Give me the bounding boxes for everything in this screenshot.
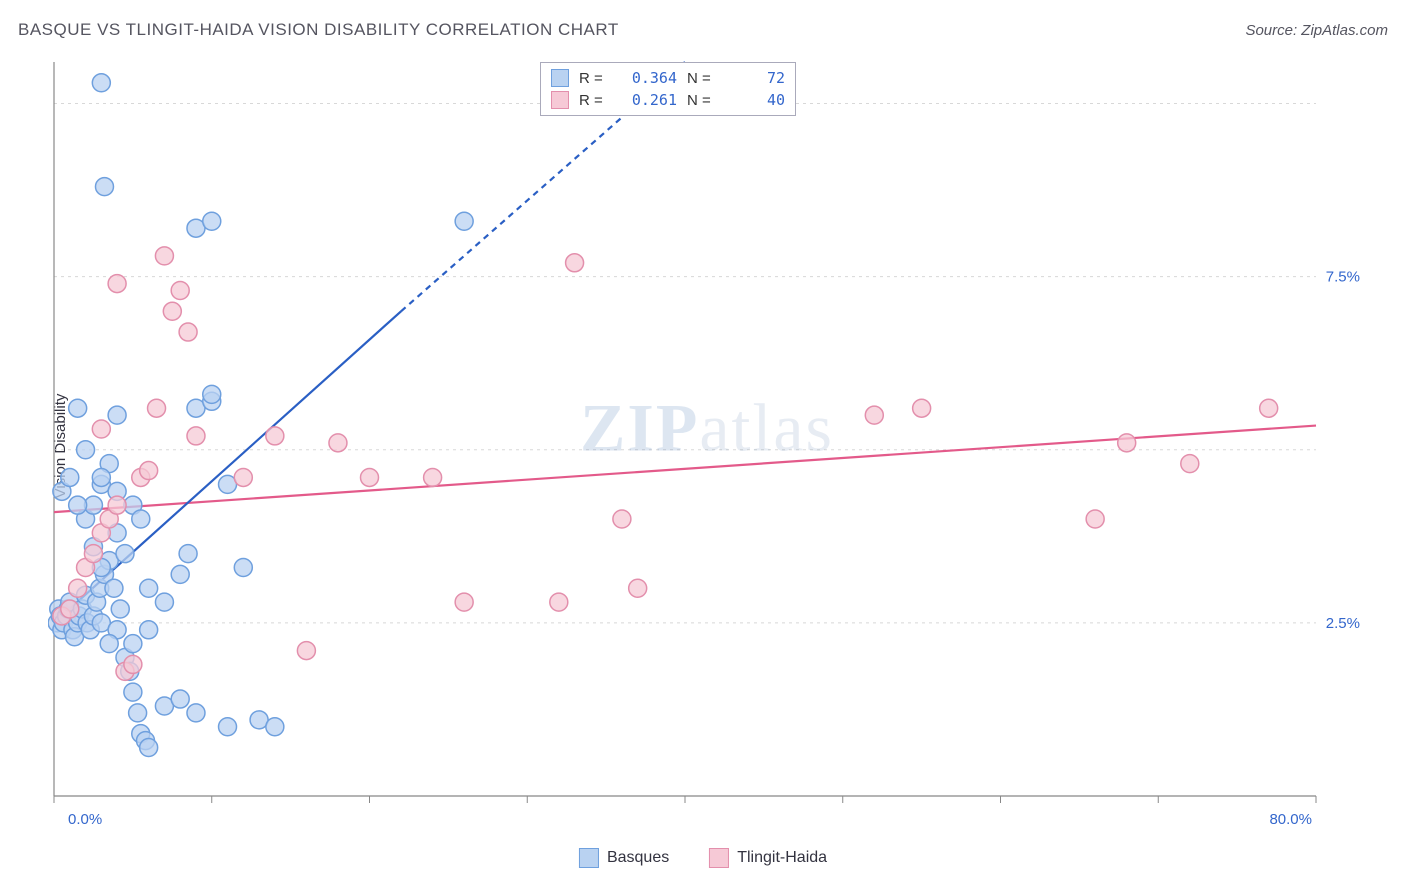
svg-text:2.5%: 2.5% <box>1326 615 1360 632</box>
scatter-plot-svg: 2.5% 7.5% 0.0% 80.0% <box>48 56 1366 832</box>
svg-text:7.5%: 7.5% <box>1326 269 1360 286</box>
swatch-basques-icon <box>579 848 599 868</box>
svg-text:80.0%: 80.0% <box>1269 811 1312 828</box>
chart-source: Source: ZipAtlas.com <box>1245 22 1388 39</box>
series-legend: Basques Tlingit-Haida <box>579 848 827 868</box>
chart-title: BASQUE VS TLINGIT-HAIDA VISION DISABILIT… <box>18 20 619 40</box>
swatch-tlingit <box>551 91 569 109</box>
svg-text:0.0%: 0.0% <box>68 811 102 828</box>
legend-row-basques: R = 0.364 N = 72 <box>551 67 785 89</box>
swatch-basques <box>551 69 569 87</box>
chart-area: 2.5%7.5%0.0%80.0% ZIPatlas <box>48 56 1366 832</box>
correlation-legend: R = 0.364 N = 72 R = 0.261 N = 40 <box>540 62 796 116</box>
legend-row-tlingit: R = 0.261 N = 40 <box>551 89 785 111</box>
chart-header: BASQUE VS TLINGIT-HAIDA VISION DISABILIT… <box>18 20 1388 40</box>
legend-item-basques: Basques <box>579 848 669 868</box>
swatch-tlingit-icon <box>709 848 729 868</box>
legend-item-tlingit: Tlingit-Haida <box>709 848 827 868</box>
